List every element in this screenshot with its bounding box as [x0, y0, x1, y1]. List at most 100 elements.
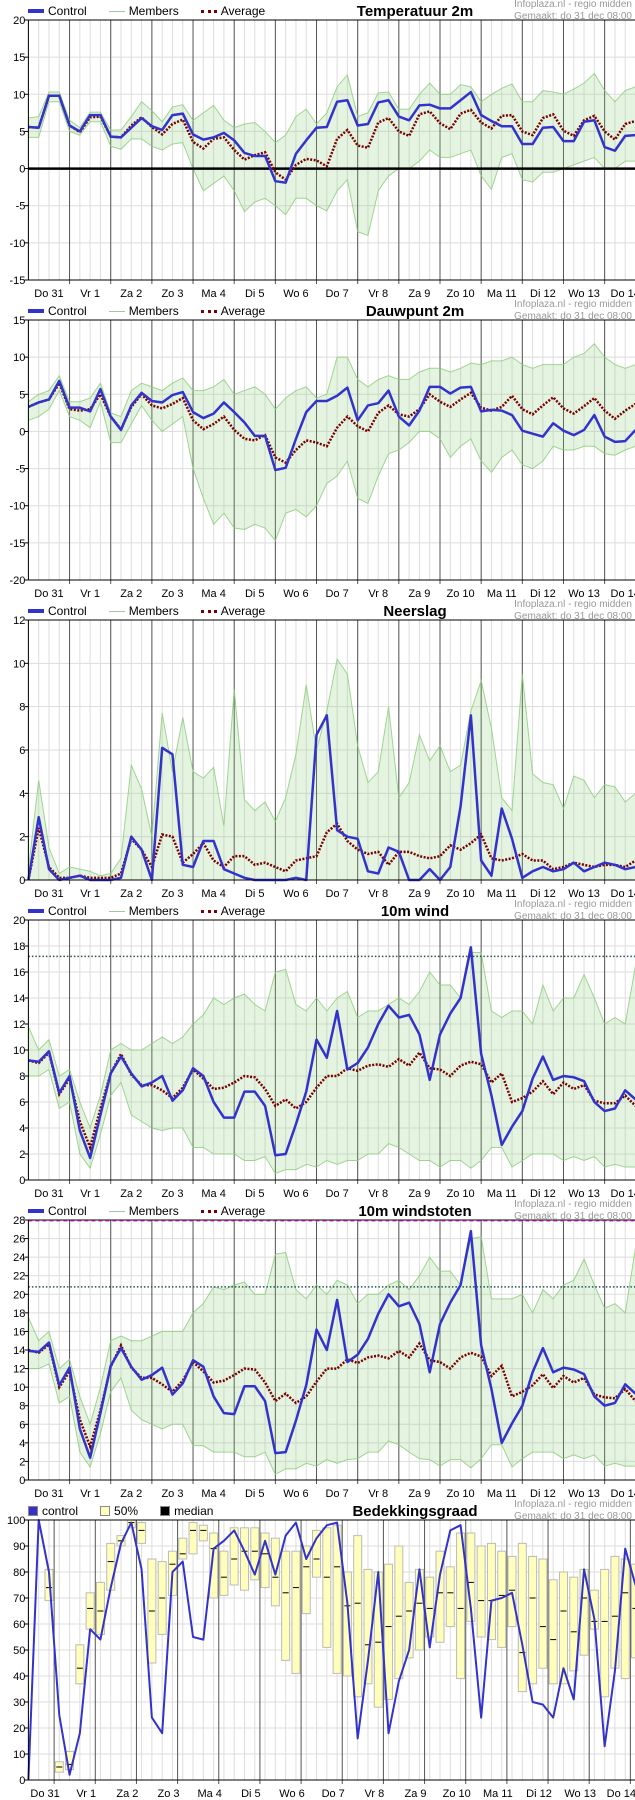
- x-tick-label: Do 31: [34, 1488, 63, 1500]
- x-tick-label: Wo 13: [568, 288, 600, 300]
- x-tick-label: Ma 11: [487, 588, 517, 600]
- y-tick-label: 12: [13, 1019, 25, 1031]
- average-line: [28, 94, 635, 182]
- average-swatch: [200, 609, 217, 613]
- x-tick-label: Wo 13: [564, 1788, 596, 1800]
- x-tick-label: Zo 3: [161, 1488, 183, 1500]
- percentile-box: [538, 1558, 548, 1669]
- legend-control: Control: [48, 604, 87, 618]
- y-tick-label: 14: [13, 1345, 25, 1357]
- y-tick-label: 5: [19, 389, 25, 401]
- control-line: [27, 379, 635, 472]
- panel-precipitation: Control Members Average Neerslag Infopla…: [0, 599, 635, 900]
- x-tick-label: Vr 8: [368, 288, 388, 300]
- x-tick-label: Wo 13: [568, 588, 600, 600]
- y-tick-label: 2: [19, 1456, 25, 1468]
- x-tick-label: Wo 13: [568, 1488, 600, 1500]
- percentile-box: [425, 1576, 435, 1638]
- x-tick-label: Wo 13: [568, 888, 600, 900]
- made-line: Gemaakt: do 31 dec 08:00: [514, 1211, 632, 1222]
- x-tick-label: Ma 4: [201, 888, 225, 900]
- y-tick-label: 24: [13, 1252, 25, 1264]
- y-tick-label: -15: [9, 538, 25, 550]
- legend-median: median: [174, 1504, 214, 1518]
- x-tick-label: Zo 3: [161, 888, 183, 900]
- percentile-box: [229, 1527, 239, 1586]
- x-tick-label: Vr 1: [80, 1488, 100, 1500]
- y-tick-label: 22: [13, 1271, 25, 1283]
- members-line: [28, 72, 635, 144]
- y-tick-label: 5: [19, 126, 25, 138]
- percentile-box: [260, 1532, 270, 1589]
- x-tick-label: Do 7: [325, 1488, 348, 1500]
- x-tick-label: Vr 1: [80, 588, 100, 600]
- y-tick-label: 8: [19, 1071, 25, 1083]
- chart-title: Bedekkingsgraad: [352, 1503, 478, 1520]
- x-tick-label: Do 14: [611, 588, 635, 600]
- percentile-box: [188, 1522, 198, 1555]
- x-tick-label: Za 2: [120, 588, 142, 600]
- percentile-box: [476, 1545, 486, 1638]
- x-tick-label: Zo 10: [447, 1488, 475, 1500]
- x-tick-label: Di 5: [241, 1788, 261, 1800]
- x-tick-label: Do 7: [325, 288, 348, 300]
- x-tick-label: Vr 8: [368, 1188, 388, 1200]
- percentile-box: [528, 1555, 538, 1685]
- control-swatch: [28, 1209, 44, 1213]
- chart-title: 10m wind: [380, 903, 450, 920]
- y-tick-label: -5: [16, 201, 26, 213]
- percentile-box: [137, 1522, 147, 1544]
- percentile-box: [106, 1542, 116, 1591]
- x-tick-label: Di 5: [245, 1488, 265, 1500]
- x-tick-label: Zo 3: [161, 588, 183, 600]
- y-tick-label: 15: [13, 52, 25, 64]
- x-tick-label: Za 2: [120, 888, 142, 900]
- x-tick-label: Do 31: [30, 1788, 59, 1800]
- y-tick-label: 18: [13, 1308, 25, 1320]
- made-line: Gemaakt: do 31 dec 08:00: [514, 911, 632, 922]
- percentile-box: [95, 1581, 105, 1635]
- percentile-box: [353, 1535, 363, 1698]
- members-swatch: [108, 1210, 125, 1212]
- source-text: Infoplaza.nl - regio midden Gemaakt: do 3…: [514, 1199, 632, 1223]
- x-tick-label: Zo 10: [443, 1788, 471, 1800]
- x-tick-label: Wo 6: [283, 1488, 308, 1500]
- x-tick-label: Wo 6: [283, 288, 308, 300]
- legend: Control Members Average: [28, 4, 287, 18]
- x-tick-label: Di 5: [245, 588, 265, 600]
- x-tick-label: Vr 1: [80, 888, 100, 900]
- legend-control: Control: [48, 304, 87, 318]
- y-tick-label: 10: [13, 658, 25, 670]
- x-tick-label: Za 9: [405, 1788, 427, 1800]
- y-tick-label: 12: [13, 615, 25, 627]
- y-tick-label: 0: [19, 1775, 25, 1787]
- percentile-box: [178, 1537, 188, 1560]
- y-tick-label: 2: [19, 1149, 25, 1161]
- y-tick-label: 0: [19, 1175, 25, 1187]
- percentile-box: [342, 1571, 352, 1677]
- legend-members: Members: [128, 904, 179, 918]
- x-tick-label: Do 7: [325, 588, 348, 600]
- control-line: [28, 946, 635, 1160]
- y-tick-label: 6: [19, 745, 25, 757]
- x-tick-label: Vr 1: [80, 1188, 100, 1200]
- source-line: Infoplaza.nl - regio midden: [514, 0, 632, 10]
- y-tick-label: 20: [13, 1723, 25, 1735]
- percentile-box: [548, 1579, 558, 1685]
- percentile-box: [610, 1555, 620, 1669]
- y-tick-label: 100: [7, 1515, 25, 1527]
- members-band: [28, 73, 635, 236]
- y-tick-label: 10: [13, 89, 25, 101]
- x-tick-label: Ma 4: [201, 1488, 225, 1500]
- source-text: Infoplaza.nl - regio midden Gemaakt: do 3…: [514, 599, 632, 623]
- x-tick-label: Wo 6: [283, 1188, 308, 1200]
- made-line: Gemaakt: do 31 dec 08:00: [514, 611, 632, 622]
- x-tick-label: Vr 8: [364, 1788, 384, 1800]
- x-tick-label: Do 31: [34, 888, 63, 900]
- x-tick-label: Do 31: [34, 288, 63, 300]
- legend-control: Control: [48, 904, 87, 918]
- y-tick-label: 0: [19, 875, 25, 887]
- legend-average: Average: [220, 604, 266, 618]
- percentile-box: [322, 1527, 332, 1648]
